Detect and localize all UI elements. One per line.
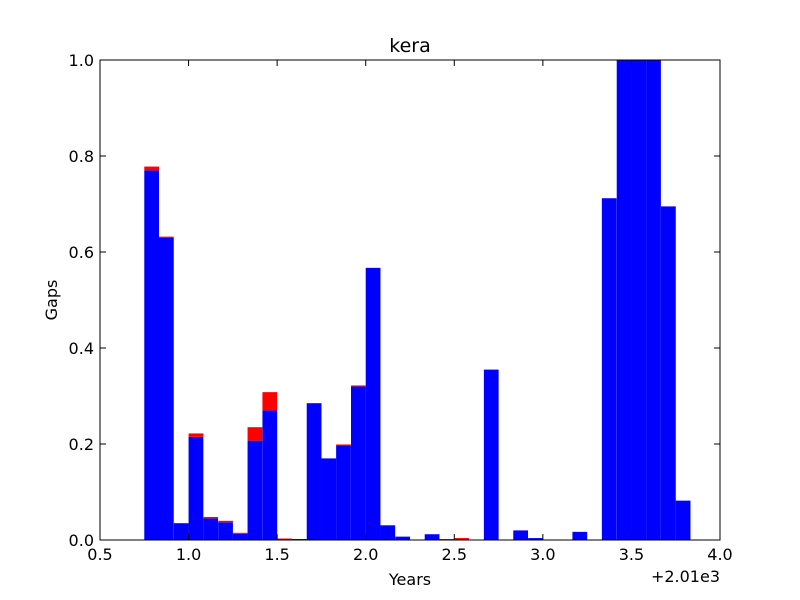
- x-tick-label: 0.5: [87, 545, 112, 564]
- bar: [646, 60, 661, 540]
- bar-group: [144, 60, 691, 541]
- bar: [218, 520, 233, 523]
- bar: [572, 531, 588, 540]
- bar: [262, 392, 278, 411]
- x-axis-offset-label: +2.01e3: [651, 567, 720, 586]
- bar: [203, 518, 219, 540]
- bar: [247, 427, 263, 441]
- bar: [232, 532, 248, 534]
- bar: [173, 523, 189, 540]
- bar: [321, 458, 337, 540]
- y-tick-label: 1.0: [69, 51, 94, 70]
- bar: [158, 237, 174, 540]
- y-axis-label: Gaps: [42, 280, 61, 321]
- bar: [277, 538, 292, 540]
- bar: [188, 433, 204, 437]
- bar: [380, 525, 396, 540]
- bar: [188, 436, 204, 540]
- bar: [232, 533, 248, 540]
- x-tick-label: 2.0: [353, 545, 378, 564]
- bar: [513, 530, 529, 540]
- x-tick-label: 1.0: [176, 545, 201, 564]
- bar: [336, 444, 351, 446]
- bar: [144, 170, 160, 540]
- bar: [483, 369, 499, 540]
- bar: [262, 410, 278, 540]
- chart-title: kera: [389, 35, 430, 57]
- plot-frame: [99, 59, 721, 541]
- bar: [351, 386, 366, 540]
- bar: [424, 534, 440, 540]
- bar: [336, 445, 351, 540]
- x-axis-label: Years: [388, 570, 431, 589]
- bar: [365, 267, 381, 540]
- x-tick-label: 4.0: [707, 545, 732, 564]
- y-tick-label: 0.2: [69, 435, 94, 454]
- bar: [528, 538, 543, 540]
- x-tick-label: 2.5: [442, 545, 467, 564]
- bar: [144, 166, 160, 171]
- bar: [631, 60, 647, 540]
- bar: [395, 536, 411, 540]
- bar: [601, 198, 617, 541]
- tick-group: 0.5 1.0 1.5 2.0 2.5 3.0 3.5 4.0 0.0 0.2 0.4 0.6 0.8 1…: [69, 51, 733, 564]
- bar: [203, 516, 219, 519]
- bar: [616, 60, 632, 540]
- y-tick-label: 0.0: [69, 531, 94, 550]
- bar: [158, 236, 174, 238]
- bar: [454, 538, 470, 540]
- x-tick-label: 3.0: [530, 545, 555, 564]
- bar: [306, 403, 322, 540]
- y-tick-label: 0.8: [69, 147, 94, 166]
- bar: [218, 522, 233, 540]
- y-tick-label: 0.4: [69, 339, 94, 358]
- y-tick-label: 0.6: [69, 243, 94, 262]
- x-tick-label: 3.5: [619, 545, 644, 564]
- x-tick-label: 1.5: [264, 545, 289, 564]
- bar: [247, 440, 263, 540]
- bar: [661, 206, 676, 540]
- bar: [675, 500, 691, 540]
- bar: [351, 385, 366, 387]
